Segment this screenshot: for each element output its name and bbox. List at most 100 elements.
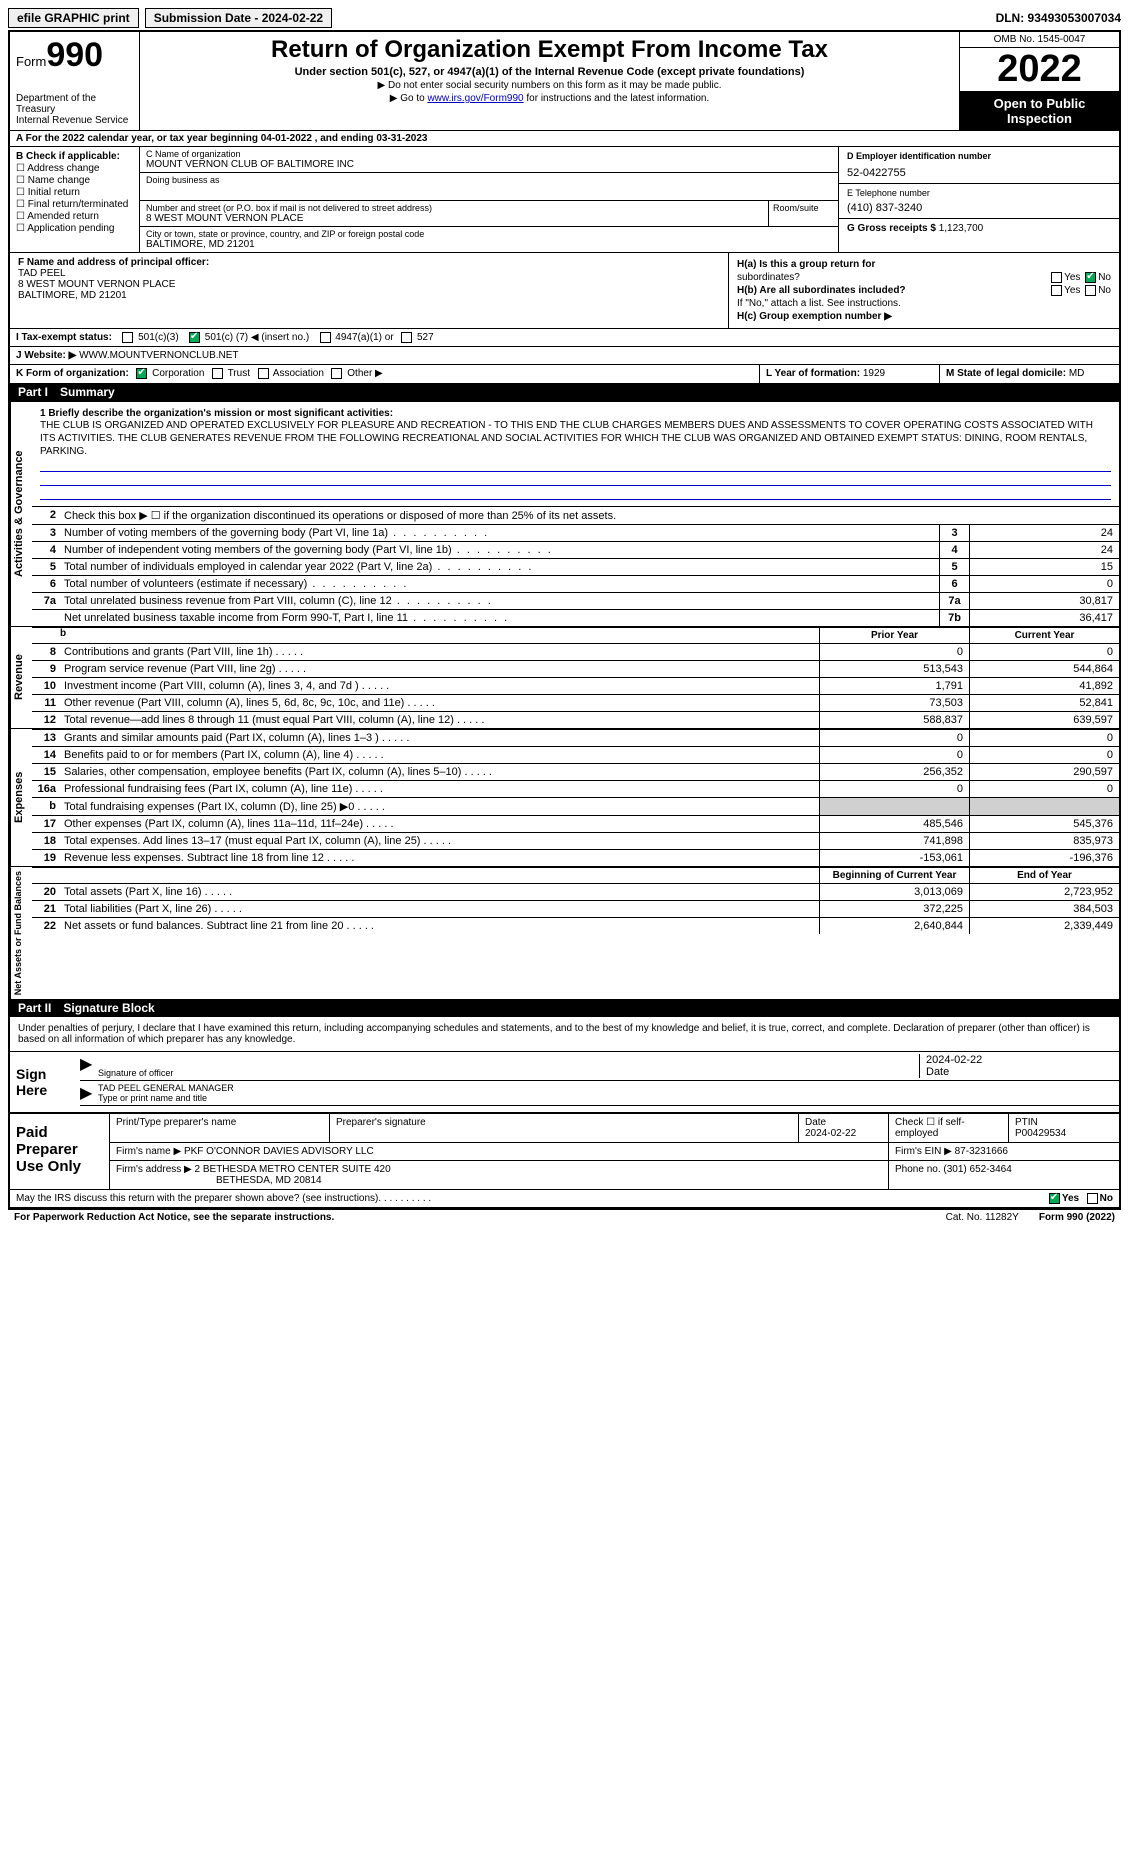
discuss-yes-checkbox[interactable] [1049,1193,1060,1204]
column-cde: C Name of organization MOUNT VERNON CLUB… [140,147,1119,252]
table-row: 15 Salaries, other compensation, employe… [32,763,1119,780]
street-label: Number and street (or P.O. box if mail i… [146,203,762,213]
table-row: 9 Program service revenue (Part VIII, li… [32,660,1119,677]
line-box: 5 [939,559,969,575]
irs-link[interactable]: www.irs.gov/Form990 [427,93,523,104]
mission-rule [40,460,1111,472]
prior-value: -153,061 [819,850,969,866]
line-num: 11 [32,695,60,711]
chk-final-return[interactable]: ☐ Final return/terminated [16,199,133,210]
expenses-content: 13 Grants and similar amounts paid (Part… [32,729,1119,866]
current-value: 0 [969,781,1119,797]
form-header: Form990 Department of the Treasury Inter… [10,32,1119,131]
gross-label: G Gross receipts $ [847,223,936,234]
chk-label: Name change [28,175,90,186]
discuss-no-checkbox[interactable] [1087,1193,1098,1204]
h-b-note: If "No," attach a list. See instructions… [737,298,1111,309]
table-row: 14 Benefits paid to or for members (Part… [32,746,1119,763]
cat-number: Cat. No. 11282Y [946,1212,1019,1223]
chk-name-change[interactable]: ☐ Name change [16,175,133,186]
prior-value: 3,013,069 [819,884,969,900]
header-right: OMB No. 1545-0047 2022 Open to Public In… [959,32,1119,130]
chk-corp[interactable] [136,368,147,379]
opt-501c-post: ) ◀ (insert no.) [245,332,309,343]
chk-assoc[interactable] [258,368,269,379]
paid-preparer-block: Paid Preparer Use Only Print/Type prepar… [10,1112,1119,1189]
part-i-header: Part I Summary [10,383,1119,401]
officer-name: TAD PEEL [18,268,720,279]
phone-cell: E Telephone number (410) 837-3240 [839,184,1119,219]
header-left: Form990 Department of the Treasury Inter… [10,32,140,130]
chk-trust[interactable] [212,368,223,379]
line-num: 19 [32,850,60,866]
mission-rule [40,474,1111,486]
line-desc: Investment income (Part VIII, column (A)… [60,678,819,694]
dept-irs: Internal Revenue Service [16,115,133,126]
officer-label: F Name and address of principal officer: [18,257,720,268]
officer-addr2: BALTIMORE, MD 21201 [18,290,720,301]
hb-no-checkbox[interactable] [1085,285,1096,296]
chk-501c[interactable] [189,332,200,343]
h-a-line: H(a) Is this a group return for [737,259,1111,270]
line-box: 7a [939,593,969,609]
ha-no-checkbox[interactable] [1085,272,1096,283]
section-bcde: B Check if applicable: ☐ Address change … [10,147,1119,252]
line-num: 12 [32,712,60,728]
prep-row-3: Firm's address ▶ 2 BETHESDA METRO CENTER… [110,1161,1119,1189]
form-ref: Form 990 (2022) [1039,1212,1115,1223]
firm-addr2: BETHESDA, MD 20814 [216,1175,322,1186]
line-desc: Total expenses. Add lines 13–17 (must eq… [60,833,819,849]
end-year-header: End of Year [969,868,1119,883]
line-num: 6 [32,576,60,592]
part-i-title: Summary [60,385,115,399]
omb-number: OMB No. 1545-0047 [960,32,1119,48]
chk-application[interactable]: ☐ Application pending [16,223,133,234]
row-fh: F Name and address of principal officer:… [10,252,1119,328]
table-row: 20 Total assets (Part X, line 16) . . . … [32,883,1119,900]
col-b-title: B Check if applicable: [16,151,133,162]
line-value: 36,417 [969,610,1119,626]
submission-date-button[interactable]: Submission Date - 2024-02-22 [145,8,332,28]
table-row: 6 Total number of volunteers (estimate i… [32,575,1119,592]
form-990-container: Form990 Department of the Treasury Inter… [8,30,1121,1209]
revenue-content: b Prior Year Current Year 8 Contribution… [32,627,1119,728]
efile-button[interactable]: efile GRAPHIC print [8,8,139,28]
chk-label: Application pending [27,223,114,234]
prior-value: 588,837 [819,712,969,728]
line-num: 18 [32,833,60,849]
website-label: J Website: ▶ [16,350,76,361]
prior-value: 0 [819,747,969,763]
line-box: 3 [939,525,969,541]
line-num: 9 [32,661,60,677]
org-name-value: MOUNT VERNON CLUB OF BALTIMORE INC [146,159,832,170]
form-subtitle: Under section 501(c), 527, or 4947(a)(1)… [148,66,951,78]
line-num: 13 [32,730,60,746]
chk-initial-return[interactable]: ☐ Initial return [16,187,133,198]
prep-date-value: 2024-02-22 [805,1128,856,1139]
chk-other[interactable] [331,368,342,379]
chk-501c3[interactable] [122,332,133,343]
phone-label: E Telephone number [847,188,1111,198]
prep-date-label: Date [805,1117,826,1128]
chk-527[interactable] [401,332,412,343]
tax-year: 2022 [960,48,1119,92]
line-num: 7a [32,593,60,609]
chk-4947[interactable] [320,332,331,343]
top-bar: efile GRAPHIC print Submission Date - 20… [8,8,1121,28]
current-year-header: Current Year [969,628,1119,643]
line-desc: Other revenue (Part VIII, column (A), li… [60,695,819,711]
row-klm: K Form of organization: Corporation Trus… [10,364,1119,382]
line-desc: Other expenses (Part IX, column (A), lin… [60,816,819,832]
line-desc: Program service revenue (Part VIII, line… [60,661,819,677]
line-value: 0 [969,576,1119,592]
prior-value: 0 [819,781,969,797]
chk-amended[interactable]: ☐ Amended return [16,211,133,222]
prior-value: 0 [819,644,969,660]
table-row: 5 Total number of individuals employed i… [32,558,1119,575]
hb-yes-checkbox[interactable] [1051,285,1062,296]
chk-address-change[interactable]: ☐ Address change [16,163,133,174]
ha-yes-checkbox[interactable] [1051,272,1062,283]
state-domicile-value: MD [1069,368,1085,379]
line-desc: Total revenue—add lines 8 through 11 (mu… [60,712,819,728]
prep-ptin: PTINP00429534 [1009,1114,1119,1142]
